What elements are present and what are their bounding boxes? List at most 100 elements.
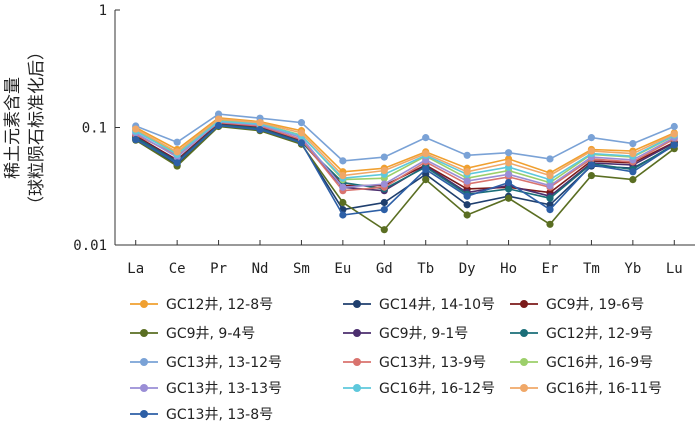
y-ticks: 1 0.1 0.01 bbox=[73, 3, 120, 254]
legend-item: GC16井, 16-9号 bbox=[510, 355, 653, 371]
legend-swatch-marker bbox=[140, 358, 148, 366]
series-group bbox=[132, 110, 678, 234]
data-point bbox=[214, 121, 223, 130]
y-axis-label: 稀土元素含量 （球粒陨石标准化后） bbox=[3, 43, 47, 213]
data-point bbox=[463, 177, 471, 185]
data-point bbox=[297, 119, 306, 127]
legend-item: GC9井, 19-6号 bbox=[510, 297, 644, 313]
data-point bbox=[422, 176, 430, 184]
data-point bbox=[256, 125, 264, 134]
series-line bbox=[135, 121, 675, 192]
data-point bbox=[297, 129, 306, 137]
x-tick-label: Eu bbox=[334, 261, 351, 277]
data-point bbox=[173, 138, 181, 146]
data-point bbox=[629, 149, 637, 158]
data-point bbox=[587, 147, 596, 155]
legend-label: GC14井, 14-10号 bbox=[379, 297, 495, 313]
legend-swatch-marker bbox=[353, 384, 361, 392]
data-point bbox=[546, 220, 554, 228]
data-point bbox=[546, 194, 554, 202]
series-7 bbox=[132, 110, 678, 165]
data-point bbox=[670, 122, 678, 131]
series-12 bbox=[132, 115, 678, 180]
y-axis-label-line1: 稀土元素含量 bbox=[3, 77, 23, 179]
x-tick-label: Nd bbox=[252, 261, 269, 277]
y-tick-label: 0.1 bbox=[82, 121, 107, 137]
legend-item: GC13井, 13-13号 bbox=[130, 381, 282, 397]
legend-swatch-marker bbox=[353, 329, 361, 337]
legend-label: GC13井, 13-12号 bbox=[166, 355, 282, 371]
data-point bbox=[463, 168, 471, 176]
data-point bbox=[629, 176, 637, 184]
data-point bbox=[504, 185, 513, 193]
data-point bbox=[339, 198, 347, 207]
legend-item: GC16井, 16-11号 bbox=[510, 381, 662, 397]
legend-swatch-marker bbox=[140, 300, 148, 308]
legend-item: GC9井, 9-1号 bbox=[343, 326, 468, 342]
y-tick-label: 1 bbox=[99, 3, 107, 19]
legend-label: GC9井, 19-6号 bbox=[546, 297, 644, 313]
x-tick-label: Er bbox=[542, 261, 559, 277]
legend-item: GC13井, 13-12号 bbox=[130, 355, 282, 371]
legend-item: GC13井, 13-8号 bbox=[130, 407, 273, 423]
legend-swatch-marker bbox=[140, 410, 148, 418]
data-point bbox=[422, 134, 430, 142]
data-point bbox=[670, 141, 678, 149]
series-13 bbox=[132, 121, 678, 219]
legend-label: GC12井, 12-8号 bbox=[166, 297, 273, 313]
x-tick-label: Yb bbox=[624, 261, 641, 277]
legend-label: GC16井, 16-9号 bbox=[546, 355, 653, 371]
data-point bbox=[463, 211, 471, 219]
x-tick-label: Sm bbox=[293, 261, 310, 277]
data-point bbox=[504, 149, 513, 157]
series-line bbox=[135, 124, 675, 216]
data-point bbox=[504, 159, 513, 167]
x-tick-label: Tb bbox=[417, 261, 434, 277]
data-point bbox=[629, 168, 637, 176]
axes bbox=[114, 10, 695, 246]
legend-swatch-marker bbox=[140, 329, 148, 337]
legend-swatch-marker bbox=[520, 358, 528, 366]
legend-label: GC13井, 13-8号 bbox=[166, 407, 273, 423]
x-tick-label: Ce bbox=[169, 261, 186, 277]
data-point bbox=[629, 139, 637, 148]
legend-swatch-marker bbox=[353, 300, 361, 308]
legend-label: GC9井, 9-1号 bbox=[379, 326, 468, 342]
data-point bbox=[422, 149, 430, 158]
data-point bbox=[546, 155, 554, 163]
legend: GC12井, 12-8号 GC14井, 14-10号 GC9井, 19-6号 GC9井… bbox=[130, 297, 662, 423]
legend-swatch-marker bbox=[520, 384, 528, 392]
x-tick-label: Pr bbox=[210, 261, 227, 277]
x-tick-label: Dy bbox=[459, 261, 476, 277]
data-point bbox=[297, 139, 306, 147]
legend-item: GC9井, 9-4号 bbox=[130, 326, 255, 342]
data-point bbox=[132, 135, 140, 144]
data-point bbox=[670, 130, 678, 138]
series-line bbox=[135, 120, 675, 181]
legend-item: GC12井, 12-9号 bbox=[510, 326, 653, 342]
data-point bbox=[214, 115, 223, 123]
data-point bbox=[587, 161, 596, 169]
legend-item: GC14井, 14-10号 bbox=[343, 297, 495, 313]
x-ticks: La Ce Pr Nd Sm Eu Gd Tb Dy Ho Er Tm Yb Lu bbox=[127, 240, 683, 277]
data-point bbox=[339, 211, 347, 219]
data-point bbox=[587, 134, 596, 142]
data-point bbox=[504, 194, 513, 202]
series-line bbox=[135, 113, 675, 162]
x-tick-label: Ho bbox=[500, 261, 517, 277]
x-tick-label: Tm bbox=[583, 261, 600, 277]
data-point bbox=[587, 171, 596, 180]
data-point bbox=[380, 153, 388, 161]
series-line bbox=[135, 118, 675, 177]
data-point bbox=[132, 125, 140, 133]
data-point bbox=[256, 119, 264, 127]
x-tick-label: La bbox=[127, 261, 144, 277]
data-point bbox=[463, 192, 471, 200]
x-tick-label: Gd bbox=[376, 261, 393, 277]
data-point bbox=[380, 226, 388, 234]
data-point bbox=[546, 171, 554, 180]
data-point bbox=[380, 206, 388, 214]
data-point bbox=[504, 178, 513, 187]
legend-label: GC13井, 13-13号 bbox=[166, 381, 282, 397]
